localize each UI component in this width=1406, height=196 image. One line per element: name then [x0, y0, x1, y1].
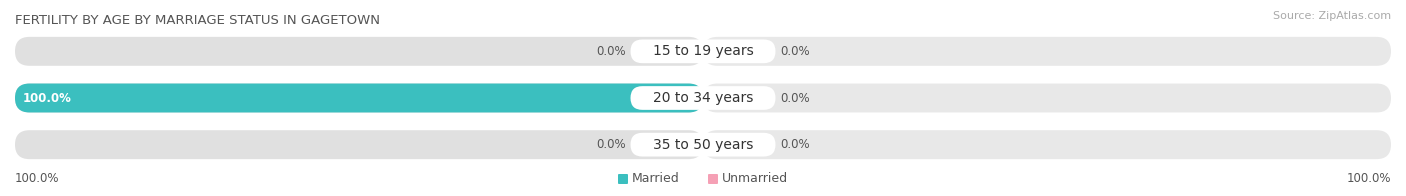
Text: 0.0%: 0.0%: [780, 45, 810, 58]
FancyBboxPatch shape: [15, 37, 703, 66]
FancyBboxPatch shape: [709, 174, 718, 184]
Text: 0.0%: 0.0%: [780, 138, 810, 151]
Text: Unmarried: Unmarried: [723, 172, 789, 185]
Text: 100.0%: 100.0%: [1347, 172, 1391, 185]
FancyBboxPatch shape: [703, 37, 1391, 66]
Text: 100.0%: 100.0%: [15, 172, 59, 185]
Text: 35 to 50 years: 35 to 50 years: [652, 138, 754, 152]
Text: 0.0%: 0.0%: [596, 45, 626, 58]
FancyBboxPatch shape: [619, 174, 628, 184]
FancyBboxPatch shape: [630, 39, 776, 63]
FancyBboxPatch shape: [630, 133, 776, 157]
Text: FERTILITY BY AGE BY MARRIAGE STATUS IN GAGETOWN: FERTILITY BY AGE BY MARRIAGE STATUS IN G…: [15, 14, 380, 27]
FancyBboxPatch shape: [703, 83, 1391, 113]
Text: 15 to 19 years: 15 to 19 years: [652, 44, 754, 58]
Text: 100.0%: 100.0%: [22, 92, 72, 104]
FancyBboxPatch shape: [630, 86, 776, 110]
FancyBboxPatch shape: [15, 130, 703, 159]
Text: 0.0%: 0.0%: [780, 92, 810, 104]
Text: Source: ZipAtlas.com: Source: ZipAtlas.com: [1272, 11, 1391, 21]
Text: 20 to 34 years: 20 to 34 years: [652, 91, 754, 105]
Text: Married: Married: [633, 172, 679, 185]
FancyBboxPatch shape: [703, 130, 1391, 159]
Text: 0.0%: 0.0%: [596, 138, 626, 151]
FancyBboxPatch shape: [15, 83, 703, 113]
FancyBboxPatch shape: [15, 83, 703, 113]
